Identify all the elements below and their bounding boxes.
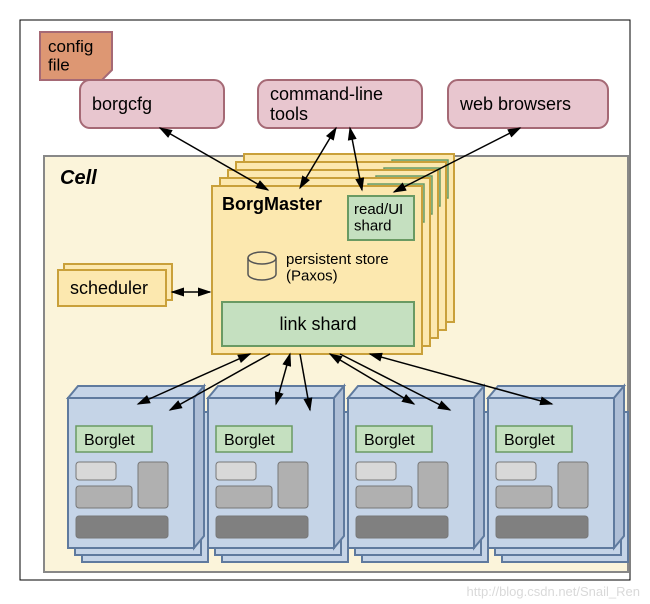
borglet-label: Borglet	[224, 432, 275, 449]
task-box	[76, 486, 132, 508]
task-box	[558, 462, 588, 508]
task-box	[216, 516, 308, 538]
task-box	[356, 516, 448, 538]
persistent-store-label: persistent store	[286, 251, 389, 268]
task-box	[138, 462, 168, 508]
task-box	[496, 516, 588, 538]
persistent-store-label: (Paxos)	[286, 268, 338, 285]
config-file-label: file	[48, 56, 70, 75]
borgcfg-label: borgcfg	[92, 94, 152, 114]
cli-tools-label: tools	[270, 104, 308, 124]
read-ui-label: shard	[354, 218, 392, 235]
task-box	[278, 462, 308, 508]
borglet-label: Borglet	[84, 432, 135, 449]
cli-tools-label: command-line	[270, 84, 383, 104]
task-box	[216, 462, 256, 480]
web-browsers-label: web browsers	[459, 94, 571, 114]
task-box	[496, 462, 536, 480]
read-ui-label: read/UI	[354, 201, 403, 218]
task-box	[356, 462, 396, 480]
borglet-label: Borglet	[504, 432, 555, 449]
link-shard-label: link shard	[279, 314, 356, 334]
watermark: http://blog.csdn.net/Snail_Ren	[467, 584, 640, 599]
borglet-machine	[208, 386, 348, 562]
borglet-machine	[488, 386, 628, 562]
borgmaster-label: BorgMaster	[222, 194, 322, 214]
config-file-label: config	[48, 37, 93, 56]
task-box	[496, 486, 552, 508]
borglet-machine	[348, 386, 488, 562]
task-box	[216, 486, 272, 508]
borg-architecture-diagram: Cell configfile borgcfg command-linetools we…	[0, 0, 650, 604]
borglet-machine	[68, 386, 208, 562]
borglet-label: Borglet	[364, 432, 415, 449]
task-box	[76, 462, 116, 480]
task-box	[356, 486, 412, 508]
cell-label: Cell	[60, 167, 97, 189]
task-box	[76, 516, 168, 538]
task-box	[418, 462, 448, 508]
scheduler-label: scheduler	[70, 278, 148, 298]
